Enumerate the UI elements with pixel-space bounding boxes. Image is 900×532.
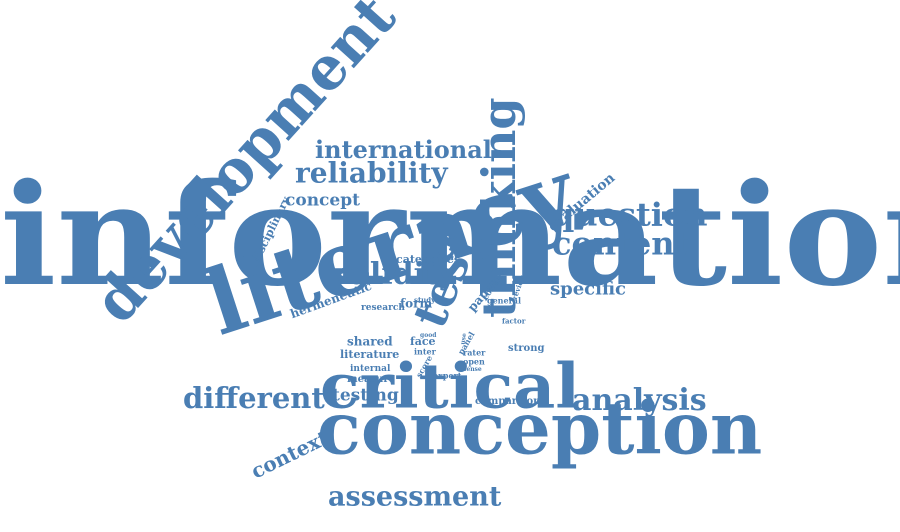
word-general: general [487,295,522,306]
word-question: question [552,195,708,234]
word-internal: internal [350,363,391,374]
word-concept: concept [285,190,360,211]
word-study: study [414,295,436,305]
word-validity: validity [333,257,457,292]
word-international: international [315,134,492,164]
word-expert: expert [433,370,462,381]
word-categories: categories [396,253,461,267]
word-literature: literature [340,348,400,362]
word-research: research [361,302,405,313]
word-critical: critical [320,349,581,423]
word-different: different [183,380,325,415]
word-information: information [0,154,900,318]
word-shared: shared [347,334,393,349]
word-specific: specific [550,278,627,300]
word-comparison: comparison [475,396,541,407]
word-conception: conception [317,385,763,471]
word-factor: factor [502,316,526,326]
word-strong: strong [508,343,545,354]
word-form: form [400,296,433,311]
word-open: open [463,356,485,367]
word-analysis: analysis [572,383,707,418]
word-item: item [490,280,506,288]
word-testing: testing [332,385,399,406]
word-reliability: reliability [295,156,448,190]
word-measure: measure [347,374,395,385]
word-author: author [487,305,514,315]
word-sense: sense [463,366,482,374]
word-good: good [420,332,437,340]
word-assessment: assessment [328,481,502,513]
word-inter: inter [414,346,436,357]
word-rater: rater [463,347,486,358]
word-face: face [410,335,436,349]
word-content: content [552,224,690,263]
